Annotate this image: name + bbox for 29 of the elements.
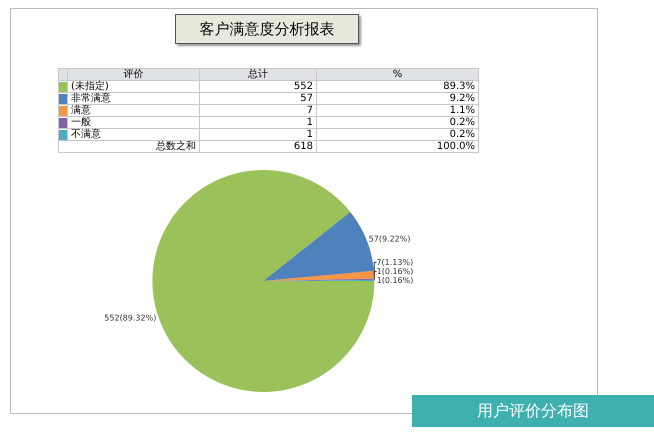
data-label: 552(89.32%) xyxy=(104,314,156,323)
text: 总计 xyxy=(200,68,316,80)
data-label: 1(0.16%) xyxy=(376,266,414,276)
text: 总数之和 xyxy=(58,140,200,152)
legend-label: 满意 xyxy=(68,104,200,116)
text: 1.1% xyxy=(316,104,478,116)
data-label: 57(9.22%) xyxy=(368,234,411,244)
text: 评价 xyxy=(68,68,200,80)
text: 89.3% xyxy=(316,80,478,92)
legend-label: (未指定) xyxy=(68,80,200,92)
data-label: 7(1.13%) xyxy=(376,258,414,267)
text: 618 xyxy=(200,140,316,152)
text: 1 xyxy=(200,128,316,140)
legend-label: 一般 xyxy=(68,116,200,128)
text: 7 xyxy=(200,104,316,116)
text: 552 xyxy=(200,80,316,92)
text: 57 xyxy=(200,92,316,104)
data-label: 1(0.16%) xyxy=(376,276,414,285)
text: 0.2% xyxy=(316,128,478,140)
text: 1 xyxy=(200,116,316,128)
pie-slice xyxy=(263,270,374,281)
text: 0.2% xyxy=(316,116,478,128)
legend-label: 不满意 xyxy=(68,128,200,140)
legend-label: 非常满意 xyxy=(68,92,200,104)
text: 100.0% xyxy=(316,140,478,152)
chart-title: 客户满意度分析报表 xyxy=(175,14,359,44)
text: % xyxy=(316,68,478,80)
text: 用户评价分布图 xyxy=(412,395,654,427)
text: 9.2% xyxy=(316,92,478,104)
